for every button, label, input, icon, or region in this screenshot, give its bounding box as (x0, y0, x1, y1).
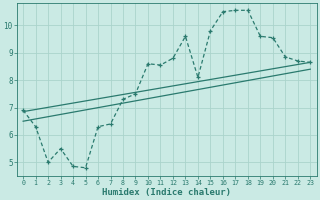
X-axis label: Humidex (Indice chaleur): Humidex (Indice chaleur) (102, 188, 231, 197)
